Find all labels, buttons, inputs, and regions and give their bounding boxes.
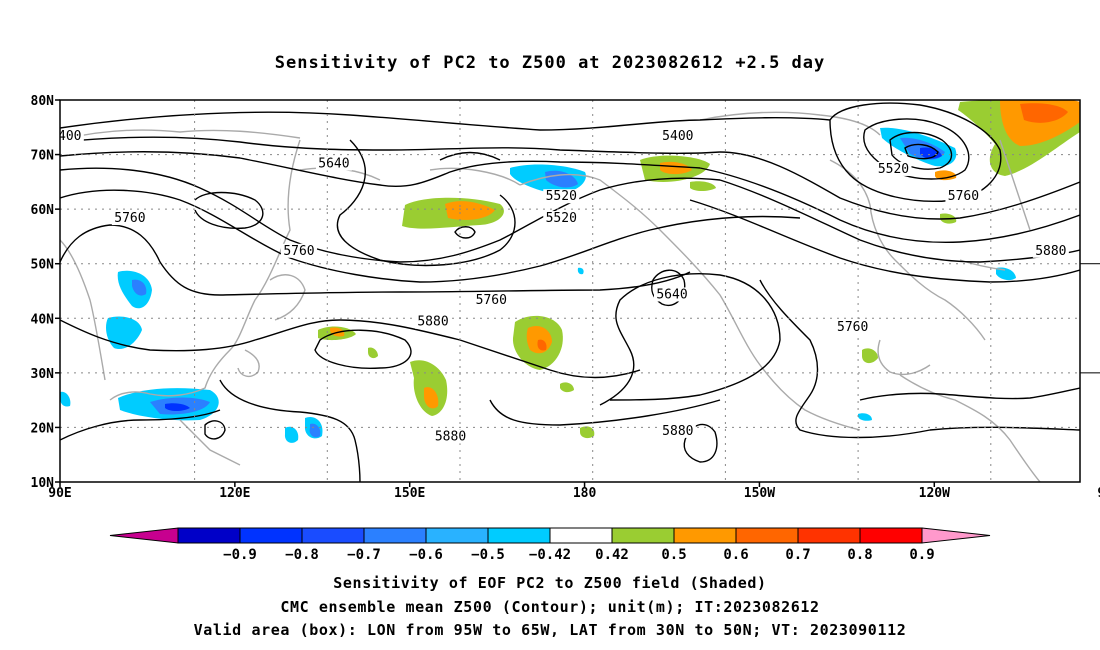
map-panel: 5400540056405520552057605760552052805400… bbox=[31, 94, 1100, 501]
contour-label: 5400 bbox=[662, 129, 693, 144]
colorbar-swatch bbox=[673, 527, 737, 544]
sensitivity-shading bbox=[60, 100, 1080, 443]
colorbar-max-triangle bbox=[921, 527, 991, 544]
colorbar-tick-label: 0.6 bbox=[723, 547, 748, 563]
contour-label: 5880 bbox=[417, 315, 448, 330]
valid-area-box bbox=[1079, 263, 1100, 374]
lat-tick-label: 50N bbox=[31, 258, 55, 273]
colorbar-swatch bbox=[363, 527, 427, 544]
colorbar-tick-label: −0.8 bbox=[285, 547, 319, 563]
lat-axis: 80N 70N 60N 50N 40N 30N 20N 10N bbox=[31, 94, 60, 491]
contour-label-bg bbox=[543, 189, 580, 204]
contour-label-bg bbox=[875, 161, 912, 176]
lat-tick-label: 40N bbox=[31, 312, 55, 327]
lon-tick-label: 90W bbox=[1097, 486, 1100, 501]
contour-label-bg bbox=[60, 129, 84, 144]
contour-label: 5760 bbox=[114, 211, 145, 226]
lon-tick-label: 150E bbox=[394, 486, 425, 501]
colorbar-swatch bbox=[549, 527, 613, 544]
contour-label-bg bbox=[280, 243, 317, 258]
colorbar-swatch bbox=[611, 527, 675, 544]
contour-label: 5520 bbox=[878, 162, 909, 177]
contour-label-bg bbox=[654, 287, 690, 302]
contour-label: 5760 bbox=[948, 189, 979, 204]
colorbar-swatch bbox=[301, 527, 365, 544]
map-frame bbox=[59, 99, 1081, 483]
colorbar-swatch bbox=[859, 527, 923, 544]
contour-label-bg bbox=[543, 211, 580, 226]
contour-label-bg bbox=[432, 429, 469, 444]
lon-tick-label: 180 bbox=[573, 486, 597, 501]
colorbar-tick-label: 0.5 bbox=[661, 547, 686, 563]
lat-tick-label: 60N bbox=[31, 203, 55, 218]
contour-labels: 5400540056405520552057605760552052805400… bbox=[50, 129, 1069, 444]
contour-label: 5760 bbox=[837, 320, 868, 335]
contour-label-bg bbox=[315, 156, 352, 171]
caption-line-2: CMC ensemble mean Z500 (Contour); unit(m… bbox=[280, 598, 820, 616]
colorbar-swatch bbox=[239, 527, 303, 544]
lon-tick-label: 120E bbox=[219, 486, 250, 501]
contour-label: 5760 bbox=[283, 244, 314, 259]
colorbar-tick-label: 0.9 bbox=[909, 547, 934, 563]
caption-line-1: Sensitivity of EOF PC2 to Z500 field (Sh… bbox=[333, 574, 767, 592]
contour-label-bg bbox=[834, 320, 871, 335]
contour-label-bg bbox=[659, 423, 696, 438]
colorbar-min-triangle bbox=[109, 527, 179, 544]
contour-label: 5880 bbox=[662, 424, 693, 439]
caption-line-3: Valid area (box): LON from 95W to 65W, L… bbox=[193, 621, 907, 639]
contour-label-bg bbox=[111, 211, 148, 226]
contour-label-bg bbox=[473, 292, 510, 307]
lon-tick-label: 90E bbox=[48, 486, 71, 501]
colorbar-swatch bbox=[177, 527, 241, 544]
contour-label: 5640 bbox=[318, 156, 349, 171]
contour-label: 5640 bbox=[656, 287, 687, 302]
lat-tick-label: 30N bbox=[31, 367, 55, 382]
colorbar-swatch bbox=[735, 527, 799, 544]
lat-tick-label: 80N bbox=[31, 94, 55, 109]
colorbar-tick-label: −0.5 bbox=[471, 547, 505, 563]
figure-title: Sensitivity of PC2 to Z500 at 2023082612… bbox=[275, 53, 826, 73]
z500-contours bbox=[60, 102, 1080, 482]
lat-tick-label: 20N bbox=[31, 421, 55, 436]
colorbar-tick-label: −0.42 bbox=[529, 547, 571, 563]
colorbar: −0.9 −0.8 −0.7 −0.6 −0.5 −0.42 0.42 0.5 0.6 0.7 0.… bbox=[109, 527, 991, 563]
contour-label: 5520 bbox=[546, 189, 577, 204]
lon-axis: 90E120E150E180150W120W90W60W bbox=[48, 482, 1100, 501]
lat-tick-label: 70N bbox=[31, 149, 55, 164]
colorbar-swatch bbox=[425, 527, 489, 544]
colorbar-tick-label: −0.6 bbox=[409, 547, 443, 563]
colorbar-swatch bbox=[487, 527, 551, 544]
contour-label: 5520 bbox=[546, 211, 577, 226]
colorbar-tick-label: 0.42 bbox=[595, 547, 629, 563]
colorbar-tick-label: −0.9 bbox=[223, 547, 257, 563]
coastlines bbox=[60, 111, 1041, 482]
colorbar-swatch bbox=[797, 527, 861, 544]
contour-label: 5880 bbox=[435, 429, 466, 444]
contour-label-bg bbox=[945, 189, 982, 204]
shade-darkorange bbox=[537, 103, 1068, 351]
contour-label-bg bbox=[1032, 243, 1069, 258]
contour-label-bg bbox=[415, 314, 452, 329]
colorbar-tick-label: 0.8 bbox=[847, 547, 872, 563]
contour-label: 5880 bbox=[1035, 244, 1066, 259]
colorbar-tick-label: −0.7 bbox=[347, 547, 381, 563]
contour-label-bg bbox=[659, 129, 696, 144]
lon-tick-label: 120W bbox=[919, 486, 950, 501]
lon-tick-label: 150W bbox=[744, 486, 775, 501]
contour-label: 5760 bbox=[476, 293, 507, 308]
colorbar-tick-label: 0.7 bbox=[785, 547, 810, 563]
contour-label: 5400 bbox=[50, 129, 81, 144]
lat-tick-label: 10N bbox=[31, 476, 55, 491]
